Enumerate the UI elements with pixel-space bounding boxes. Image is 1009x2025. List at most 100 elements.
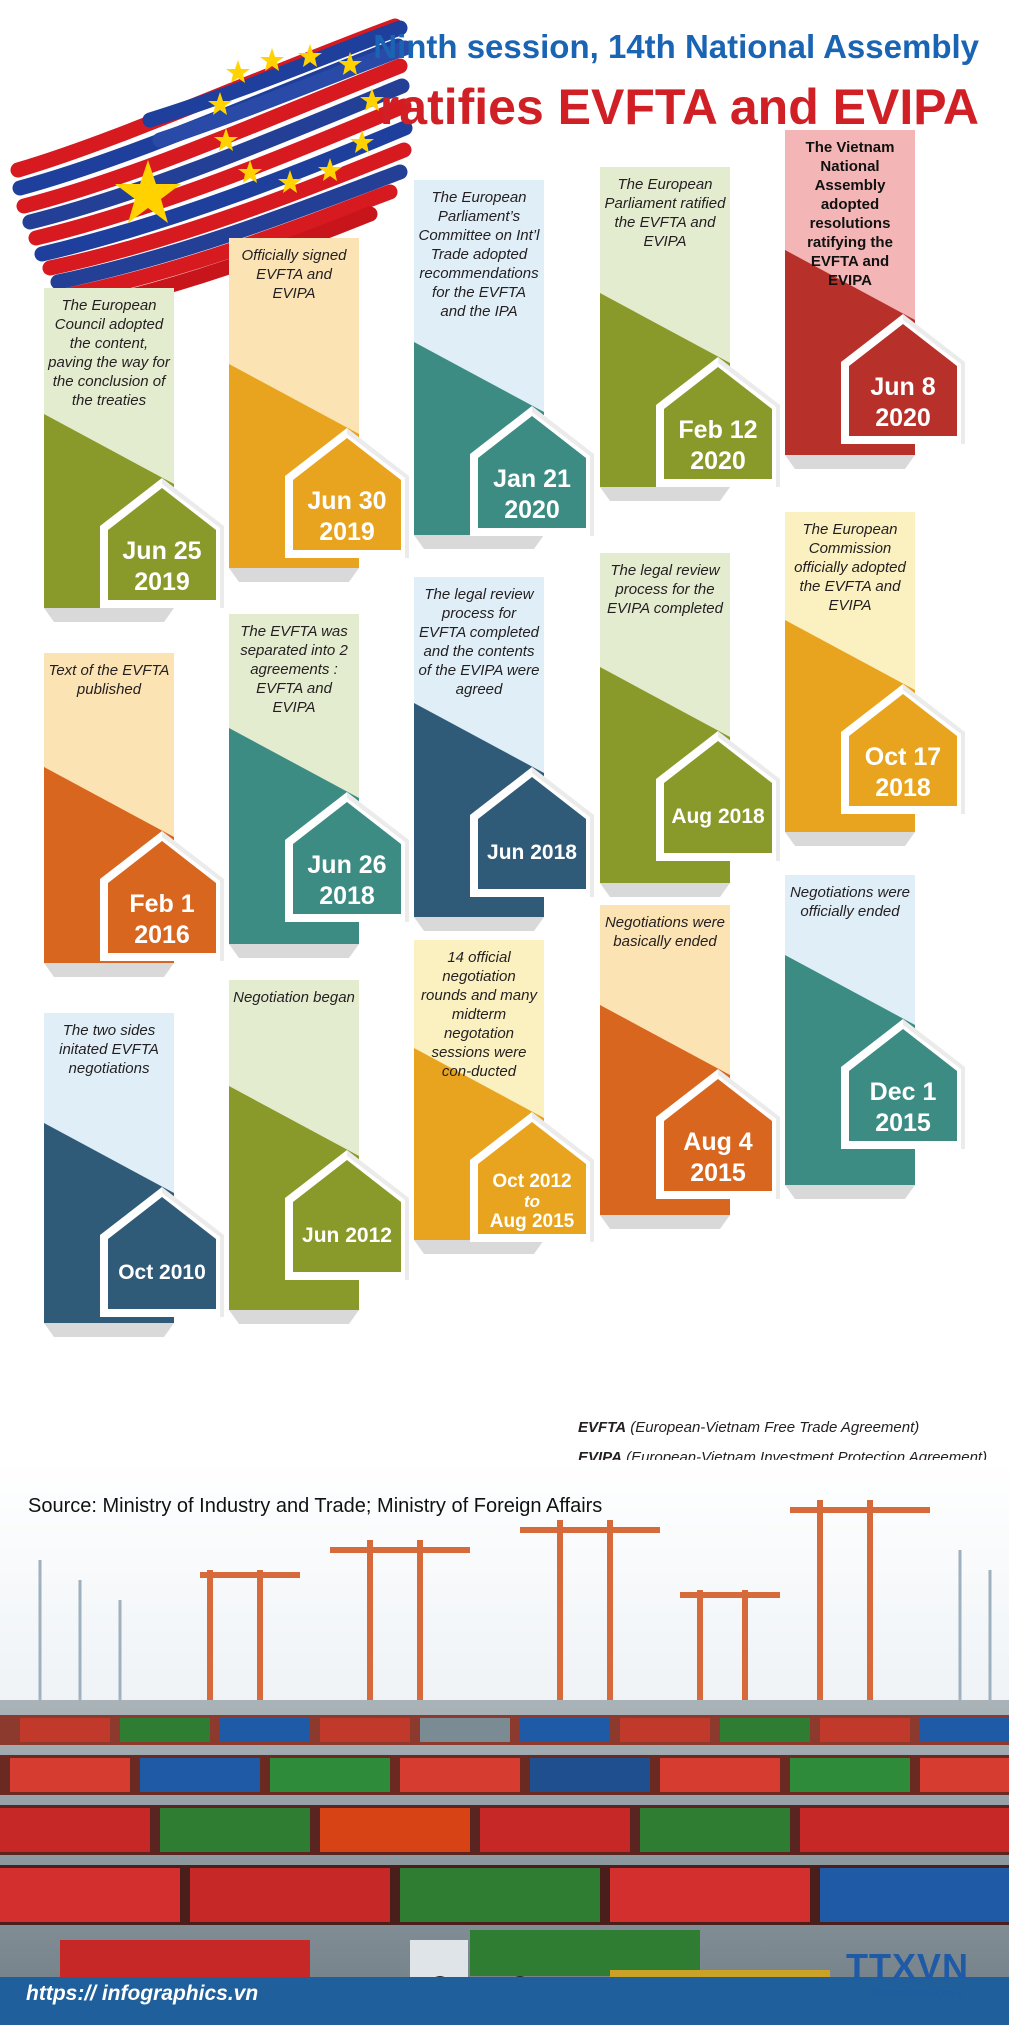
date-line-1: Feb 1 (129, 890, 195, 918)
date-badge-house (656, 1069, 780, 1199)
date-line-1: Jun 8 (870, 373, 936, 401)
ttxvn-logo: TTXVN (846, 1946, 970, 1987)
date-line-1: Jun 30 (307, 487, 387, 515)
timeline-card-feb-1-2016: Text of the EVFTA published Feb 1 2016 (44, 653, 254, 1023)
timeline-date: Jan 21 2020 (472, 464, 592, 526)
timeline-caption: The European Parliament ratified the EVF… (604, 176, 726, 250)
date-badge-house (470, 1112, 594, 1242)
date-line-1: Oct 17 (864, 743, 942, 771)
timeline-card-jan-21-2020: The European Parliament’s Committee on I… (414, 180, 624, 595)
timeline-card-dec-1-2015: Negotiations were officially ended Dec 1 2… (785, 875, 995, 1245)
timeline-card-jun-26-2018: The EVFTA was separated into 2 agreement… (229, 614, 439, 1004)
timeline-date: Jun 30 2019 (287, 486, 407, 548)
evfta-full: (European-Vietnam Free Trade Agreement) (630, 1419, 920, 1436)
date-line-1: Aug 2018 (671, 805, 765, 828)
timeline-caption: The European Parliament’s Committee on I… (418, 189, 540, 320)
timeline-date: Jun 2018 (472, 841, 592, 865)
timeline-card-jun-30-2019: Officially signed EVFTA and EVIPA Jun 30 2… (229, 238, 439, 628)
timeline-date: Jun 25 2019 (102, 536, 222, 598)
timeline-date: Feb 1 2016 (102, 889, 222, 951)
timeline-caption: The two sides initated EVFTA negotiation… (59, 1022, 159, 1077)
date-line-1: Jun 25 (122, 537, 202, 565)
timeline-caption: The Vietnam National Assembly adopted re… (805, 139, 895, 289)
page-title-line-1: Ninth session, 14th National Assembly (373, 28, 979, 65)
timeline-panel (600, 167, 730, 501)
evfta-note: EVFTA (European-Vietnam Free Trade Agree… (578, 1413, 998, 1443)
timeline-date: Oct 17 2018 (843, 742, 963, 804)
date-line-1: Oct 2010 (118, 1261, 206, 1284)
timeline-caption: Negotiation began (233, 989, 355, 1006)
timeline-date: Oct 2010 (102, 1261, 222, 1285)
date-badge-house (100, 1187, 224, 1317)
logo-subtitle: Vietnam News Agency (872, 1988, 963, 1998)
timeline-caption: Negotiations were officially ended (789, 884, 911, 920)
date-line-1: Feb 12 (678, 416, 758, 444)
date-badge-house (656, 731, 780, 861)
date-badge-house (841, 1019, 965, 1149)
date-line-2: 2020 (875, 404, 931, 432)
source-note: Source: Ministry of Industry and Trade; … (28, 1495, 603, 1517)
date-badge-house (100, 831, 224, 961)
date-badge-house (841, 314, 965, 444)
date-badge-house (285, 792, 409, 922)
evfta-abbr: EVFTA (578, 1419, 627, 1436)
date-line-2: 2015 (875, 1109, 931, 1137)
timeline-card-feb-12-2020: The European Parliament ratified the EVF… (600, 167, 810, 547)
date-line-2: 2020 (690, 447, 746, 475)
timeline-card-jun-2012: Negotiation began Jun 2012 (229, 980, 439, 1370)
date-line-2: 2020 (504, 496, 560, 524)
timeline-caption: The European Council adopted the content… (48, 297, 170, 409)
date-range-to: to (523, 1192, 541, 1211)
date-badge-house (656, 357, 780, 487)
date-badge-house (285, 428, 409, 558)
timeline-caption: The European Commission officially adopt… (794, 521, 906, 614)
vietnam-eu-flag-illustration (10, 18, 413, 318)
date-line-2: 2015 (690, 1159, 746, 1187)
timeline-card-jun-8-2020: The Vietnam National Assembly adopted re… (785, 130, 995, 515)
date-line-2: 2019 (319, 518, 375, 546)
container-port-illustration (0, 1460, 1009, 2025)
date-badge-house (100, 478, 224, 608)
timeline-caption: The EVFTA was separated into 2 agreement… (240, 623, 348, 716)
date-line-1: Jun 2018 (487, 841, 577, 864)
timeline-caption: 14 official negotiation rounds and many … (421, 949, 537, 1080)
timeline-card-aug-4-2015: Negotiations were basically ended Aug 4 20… (600, 905, 810, 1275)
date-badge-house (841, 684, 965, 814)
timeline-date: Dec 1 2015 (843, 1077, 963, 1139)
date-line-2: 2016 (134, 921, 190, 949)
timeline-card-oct-17-2018: The European Commission officially adopt… (785, 512, 995, 892)
timeline-date: Oct 2012 to Aug 2015 (472, 1172, 592, 1232)
date-line-1: Jun 26 (307, 851, 387, 879)
date-line-1: Jun 2012 (302, 1224, 392, 1247)
timeline-date: Jun 2012 (287, 1224, 407, 1248)
timeline-card-jun-2018: The legal review process for EVFTA compl… (414, 577, 624, 977)
date-line-1: Aug 4 (683, 1128, 753, 1156)
timeline-card-oct-2012-aug-2015: 14 official negotiation rounds and many … (414, 940, 624, 1300)
timeline-date: Aug 2018 (658, 805, 778, 829)
date-badge-house (470, 406, 594, 536)
timeline-date: Jun 26 2018 (287, 850, 407, 912)
timeline-card-oct-2010: The two sides initated EVFTA negotiation… (44, 1013, 254, 1383)
date-line-2: 2019 (134, 568, 190, 596)
date-line-2: Aug 2015 (489, 1211, 575, 1232)
timeline-caption: Officially signed EVFTA and EVIPA (241, 247, 347, 302)
timeline-caption: The legal review process for EVFTA compl… (418, 586, 540, 698)
timeline-caption: Negotiations were basically ended (604, 914, 726, 950)
date-badge-house (285, 1150, 409, 1280)
timeline-card-aug-2018: The legal review process for the EVIPA c… (600, 553, 810, 943)
timeline-caption: The legal review process for the EVIPA c… (607, 562, 723, 617)
date-line-2: 2018 (319, 882, 375, 910)
timeline-caption: Text of the EVFTA published (48, 662, 170, 698)
timeline-date: Aug 4 2015 (658, 1127, 778, 1189)
date-badge-house (470, 767, 594, 897)
date-line-2: 2018 (875, 774, 931, 802)
date-line-1: Oct 2012 (492, 1171, 572, 1192)
timeline-card-jun-25-2019: The European Council adopted the content… (44, 288, 254, 668)
date-line-1: Dec 1 (869, 1078, 937, 1106)
timeline-date: Feb 12 2020 (658, 415, 778, 477)
page-title-line-2: ratifies EVFTA and EVIPA (379, 79, 979, 135)
website-link[interactable]: https:// infographics.vn (26, 1982, 259, 2005)
date-line-1: Jan 21 (493, 465, 571, 493)
timeline-date: Jun 8 2020 (843, 372, 963, 434)
abbreviation-notes: EVFTA (European-Vietnam Free Trade Agree… (578, 1413, 998, 1473)
